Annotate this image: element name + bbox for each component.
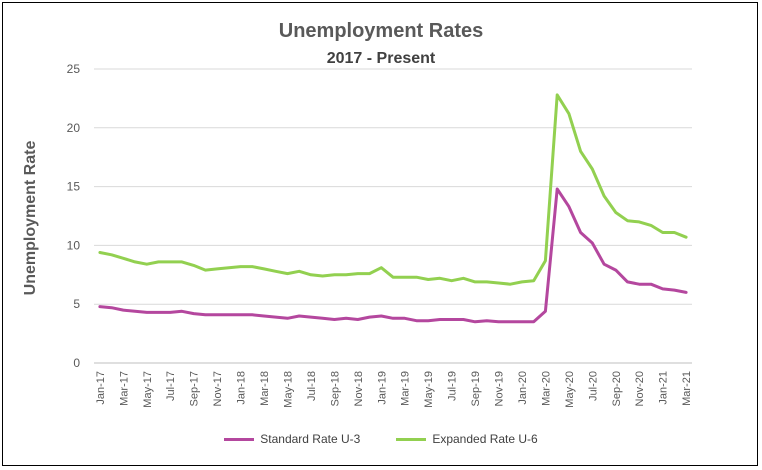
chart-frame <box>2 2 758 466</box>
series-line-u6 <box>98 93 688 286</box>
legend: Standard Rate U-3 Expanded Rate U-6 <box>0 432 762 446</box>
x-tick-label: Mar-21 <box>681 371 693 406</box>
x-tick-label: Sep-18 <box>329 371 341 406</box>
x-tick-label: Mar-17 <box>118 371 130 406</box>
legend-swatch-u3 <box>224 437 255 441</box>
x-tick-label: Sep-19 <box>470 371 482 406</box>
x-tick-label: Jul-19 <box>447 371 459 401</box>
x-tick-label: Mar-18 <box>259 371 271 406</box>
x-tick-label: May-20 <box>564 371 576 408</box>
y-tick-label: 15 <box>67 180 81 194</box>
x-tick-label: Jan-19 <box>376 371 388 405</box>
chart-subtitle: 2017 - Present <box>326 50 436 67</box>
x-tick-label: May-19 <box>423 371 435 408</box>
y-tick-label: 10 <box>67 238 81 252</box>
x-tick-label: Sep-17 <box>189 371 201 406</box>
y-tick-label: 0 <box>73 356 80 370</box>
x-tick-label: May-18 <box>282 371 294 408</box>
y-tick-label: 25 <box>67 62 81 76</box>
x-tick-label: Jan-21 <box>658 371 670 405</box>
x-tick-label: Mar-19 <box>400 371 412 406</box>
legend-label-u6: Expanded Rate U-6 <box>432 432 538 446</box>
x-tick-label: Jan-17 <box>95 371 107 405</box>
x-tick-label: Jan-20 <box>517 371 529 405</box>
x-tick-label: Jul-20 <box>587 371 599 401</box>
legend-label-u3: Standard Rate U-3 <box>260 432 361 446</box>
legend-swatch-u6 <box>396 437 427 441</box>
x-tick-label: Sep-20 <box>611 371 623 406</box>
chart-title: Unemployment Rates <box>278 20 484 42</box>
x-tick-label: Nov-20 <box>634 371 646 406</box>
x-tick-label: Jul-18 <box>306 371 318 401</box>
legend-item-u3: Standard Rate U-3 <box>224 432 360 446</box>
y-tick-label: 20 <box>67 121 81 135</box>
legend-item-u6: Expanded Rate U-6 <box>396 432 538 446</box>
y-tick-label: 5 <box>73 297 80 311</box>
x-tick-label: Jan-18 <box>236 371 248 405</box>
x-tick-label: Nov-19 <box>494 371 506 406</box>
x-tick-label: May-17 <box>142 371 154 408</box>
x-tick-label: Nov-17 <box>212 371 224 406</box>
x-tick-label: Mar-20 <box>540 371 552 406</box>
series-line-u3 <box>98 187 688 324</box>
x-tick-label: Jul-17 <box>165 371 177 401</box>
x-tick-label: Nov-18 <box>353 371 365 406</box>
